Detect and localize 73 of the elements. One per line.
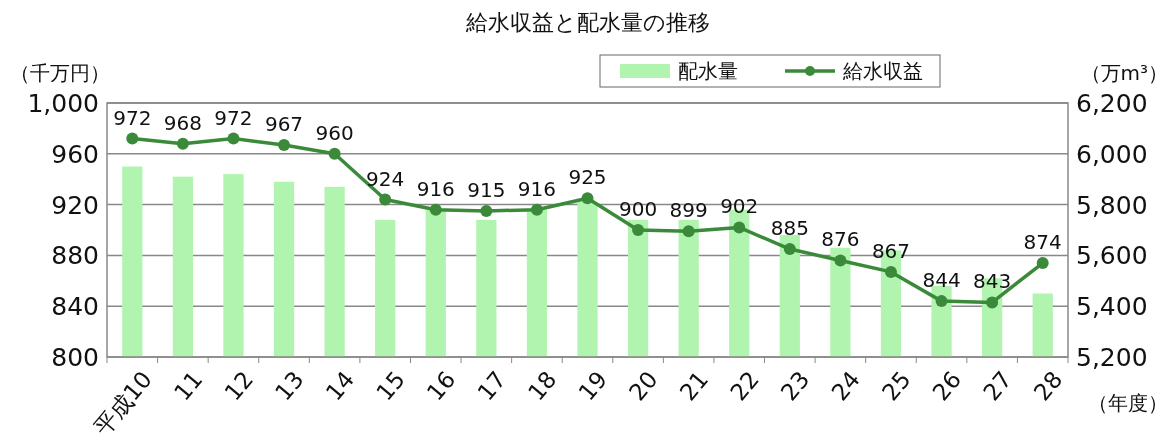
- point: [429, 203, 442, 216]
- data-label: 967: [264, 111, 304, 136]
- point: [126, 132, 139, 145]
- x-axis-title: （年度）: [1088, 391, 1168, 415]
- chart-title: 給水収益と配水量の推移: [464, 10, 710, 35]
- x-tick-label: 26: [927, 366, 967, 406]
- y2-tick-label: 5,400: [1076, 292, 1148, 322]
- y2-axis-title: （万m³）: [1080, 61, 1168, 85]
- y-axis-title: （千万円）: [10, 61, 110, 85]
- y-tick-label: 880: [51, 241, 99, 271]
- data-label: 844: [922, 268, 961, 293]
- x-tick-label: 24: [826, 366, 866, 406]
- data-label: 972: [214, 105, 253, 130]
- x-tick-label: 16: [421, 366, 461, 406]
- y-tick-label: 1,000: [27, 89, 99, 118]
- x-tick-label: 22: [725, 366, 764, 406]
- y2-tick-label: 6,000: [1076, 139, 1148, 169]
- data-label: 867: [871, 238, 911, 263]
- x-tick-label: 19: [573, 366, 613, 406]
- point: [986, 296, 999, 309]
- point: [632, 224, 645, 236]
- legend-label: 配水量: [678, 59, 738, 83]
- data-label: 915: [467, 177, 506, 202]
- x-tick-label: 27: [978, 366, 1017, 406]
- point: [1036, 257, 1049, 270]
- point: [935, 295, 948, 308]
- x-tick-label: 12: [219, 366, 259, 406]
- x-tick-label: 18: [522, 366, 562, 406]
- point: [278, 138, 291, 151]
- point: [581, 192, 594, 205]
- x-tick-label: 13: [269, 366, 309, 406]
- point: [783, 243, 796, 256]
- point: [480, 204, 493, 217]
- y-tick-label: 960: [51, 139, 99, 169]
- point: [682, 225, 695, 238]
- y-tick-label: 920: [51, 190, 99, 220]
- legend-label: 給水収益: [842, 59, 923, 83]
- data-label: 916: [517, 176, 557, 201]
- data-label: 876: [821, 227, 860, 252]
- y2-tick-label: 6,200: [1076, 89, 1148, 118]
- x-tick-label: 23: [775, 366, 815, 406]
- data-label: 902: [720, 194, 759, 219]
- x-tick-label: 20: [624, 366, 663, 406]
- point: [733, 221, 746, 234]
- y2-tick-label: 5,600: [1076, 241, 1148, 271]
- y2-tick-label: 5,800: [1076, 190, 1148, 220]
- x-tick-label: 15: [371, 366, 410, 406]
- point: [530, 203, 543, 216]
- x-tick-label: 17: [472, 366, 512, 406]
- data-label: 900: [618, 197, 658, 221]
- data-label: 843: [973, 269, 1012, 294]
- point: [379, 193, 392, 206]
- x-tick-label: 25: [876, 366, 916, 406]
- x-tick-label: 14: [320, 366, 360, 406]
- x-tick-label: 28: [1028, 366, 1068, 406]
- x-tick-label: 11: [168, 366, 208, 406]
- data-label: 972: [113, 105, 152, 130]
- data-label: 899: [669, 198, 708, 223]
- x-tick-label: 21: [674, 366, 714, 406]
- data-label: 885: [770, 216, 809, 241]
- data-label: 874: [1023, 230, 1062, 255]
- point: [227, 132, 240, 145]
- data-label: 960: [315, 120, 354, 145]
- y-tick-label: 840: [51, 292, 99, 322]
- y2-tick-label: 5,200: [1076, 343, 1148, 372]
- data-label: 924: [366, 166, 405, 191]
- point: [328, 147, 341, 160]
- data-label: 968: [163, 110, 202, 135]
- data-label: 925: [568, 165, 607, 190]
- data-label: 916: [416, 176, 455, 201]
- point: [834, 254, 847, 267]
- point: [884, 265, 897, 278]
- point: [176, 137, 189, 150]
